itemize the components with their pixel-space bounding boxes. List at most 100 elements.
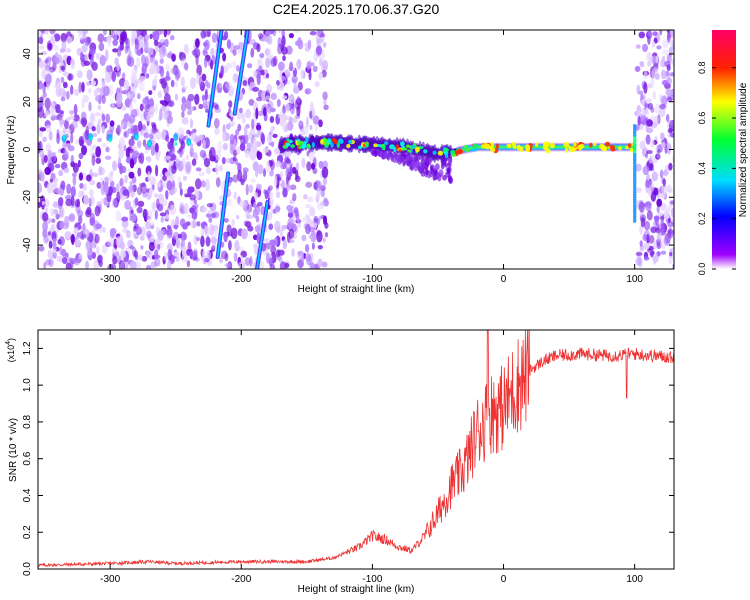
spectrogram-cell: [400, 155, 405, 161]
spectrogram-cell: [655, 238, 662, 247]
spectrogram-cell: [48, 231, 52, 236]
spectrogram-cell: [632, 183, 637, 187]
spectrogram-cell: [636, 187, 642, 193]
spectrogram-cell: [233, 252, 238, 262]
spectrogram-cell: [278, 30, 282, 34]
spectrogram-cell: [80, 51, 84, 59]
spectrogram-cell: [124, 44, 129, 55]
spectrogram-cell: [123, 130, 130, 138]
spectrogram-cell: [202, 139, 206, 149]
spectrogram-cell: [165, 190, 169, 200]
spectrogram-cell: [276, 98, 281, 108]
spectrogram-cell: [390, 154, 394, 163]
spectrogram-cell: [222, 52, 227, 62]
spectrogram-cell: [166, 180, 173, 191]
spectrogram-cell: [283, 115, 290, 120]
spectrogram-cell: [288, 239, 295, 244]
spectrogram-cell: [153, 64, 160, 75]
spectrogram-cell: [78, 215, 83, 225]
spectrogram-cell: [627, 143, 632, 148]
spectrogram-cell: [229, 120, 235, 127]
spectrogram-cell: [276, 79, 280, 86]
spectrogram-cell: [549, 142, 556, 149]
spectrogram-cell: [63, 167, 70, 174]
spectrogram-cell: [632, 140, 637, 144]
spectrogram-cell: [655, 227, 661, 234]
colorbar-ticks: 0.0 0.2 0.4 0.6 0.8: [697, 61, 736, 275]
spectrogram-cell: [389, 144, 395, 150]
spectrogram-cell: [38, 30, 41, 38]
snr-y-label: SNR (10 * v/v): [8, 418, 19, 482]
spectrogram-cell: [313, 181, 319, 190]
spectrogram-cell: [116, 62, 120, 72]
colorbar-tick-label: 0.2: [697, 212, 707, 225]
spectrogram-cell: [38, 182, 43, 194]
spectrogram-cell: [129, 158, 135, 169]
spectrogram-cell: [178, 147, 183, 152]
spectrogram-cell: [240, 134, 246, 146]
spectrogram-cell: [268, 223, 274, 231]
spectrogram-cell: [146, 113, 150, 122]
spectrogram-cell: [211, 212, 216, 219]
spectrogram-cell: [222, 131, 226, 142]
spectrogram-cell: [324, 232, 329, 238]
spectrogram-cell: [318, 160, 324, 169]
spectrogram-cell: [181, 157, 186, 168]
spectrogram-cell: [139, 182, 146, 188]
spectrogram-cell: [424, 157, 430, 163]
spectrogram-cell: [102, 226, 106, 233]
spectrogram-cell: [270, 126, 276, 131]
spectrogram-cell: [277, 37, 282, 48]
spectrogram-cell: [256, 151, 263, 161]
spectrogram-cell: [670, 59, 674, 65]
spectrogram-cell: [664, 144, 668, 154]
spectrogram-cell: [75, 239, 81, 247]
spectrogram-cell: [132, 98, 137, 104]
spectrogram-cell: [38, 60, 46, 69]
spectrogram-cell: [159, 38, 166, 44]
spectrogram-cell: [66, 183, 72, 195]
spectrogram-cell: [78, 32, 85, 41]
spectrogram-cell: [93, 259, 99, 269]
spectrogram-cell: [322, 41, 327, 48]
spectrogram-cell: [42, 136, 47, 143]
spectrogram-cell: [120, 31, 128, 42]
spectrogram-cell: [400, 141, 405, 147]
spectrogram-cell: [131, 86, 137, 94]
spectrogram-streak-core: [216, 172, 229, 258]
spectrogram-cell: [42, 82, 46, 94]
spectrogram-cell: [172, 231, 180, 241]
spectrogram-cell: [231, 218, 235, 227]
spectrogram-cell: [210, 47, 215, 57]
spectrogram-cell: [246, 63, 253, 69]
spectrogram-cell: [153, 39, 159, 46]
spectrogram-cell: [636, 84, 641, 95]
spectrogram-cell: [635, 251, 643, 256]
spectrogram-cell: [95, 157, 102, 164]
spectrogram-cell: [65, 198, 73, 207]
spectrogram-cell: [159, 49, 164, 59]
spectrogram-cell: [632, 157, 637, 161]
spectrogram-cell: [542, 144, 548, 151]
spectrogram-cell: [365, 143, 369, 148]
spectrogram-cell: [90, 80, 97, 87]
x-tick-label: 100: [626, 274, 643, 285]
spectrogram-cell: [275, 191, 281, 199]
spectrogram-cell: [632, 203, 637, 206]
spectrogram-cell: [174, 81, 179, 88]
spectrogram-cell: [63, 126, 67, 135]
spectrogram-cell: [450, 149, 456, 155]
spectrogram-cell: [181, 86, 186, 93]
spectrogram-cell: [652, 90, 656, 100]
spectrogram-cell: [406, 155, 410, 161]
x-tick-label: -200: [231, 574, 251, 585]
spectrogram-cell: [179, 202, 184, 214]
spectrogram-cell: [60, 96, 66, 102]
spectrogram-cell: [105, 113, 111, 123]
spectrogram-cell: [96, 246, 100, 255]
spectrogram-cell: [658, 108, 666, 118]
spectrogram-cell: [42, 212, 49, 222]
spectrogram-cell: [632, 179, 637, 183]
spectrogram-cell: [168, 99, 175, 108]
spectrogram-cell: [224, 253, 229, 262]
